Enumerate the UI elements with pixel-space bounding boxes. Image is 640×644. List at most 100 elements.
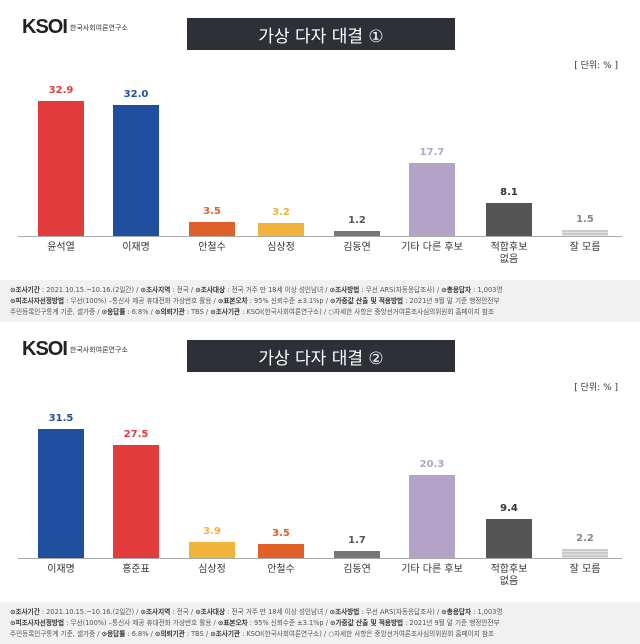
footnote-key: ⊙조사대상	[195, 608, 226, 616]
bar-4	[258, 222, 304, 236]
data-label: 20.3	[419, 458, 445, 470]
footnote-key: ⊙조사지역	[140, 286, 171, 294]
footnote-value: ○자세한 사항은 중앙선거여론조사심의위원회 홈페이지 참조	[328, 308, 495, 316]
footnote-line: 주민등록인구통계 기준, 셀가중 / ⊙응답률 : 6.8% / ⊙의뢰기관 :…	[10, 630, 495, 638]
footnote-key: ⊙조사기간	[10, 286, 40, 294]
footnote-value: 무선 ARS(자동응답조사)	[365, 608, 435, 616]
category-label: 기타 다른 후보	[401, 242, 463, 253]
data-label: 8.1	[500, 186, 518, 198]
bar-2	[113, 445, 159, 558]
data-label: 3.5	[203, 205, 221, 217]
category-label: 이재명	[122, 242, 150, 253]
footnote-value: 무선(100%) –통신사 제공 휴대전화 가상번호 활용	[70, 297, 212, 305]
footnote-key: ⊙의뢰기관	[154, 630, 185, 638]
x-axis	[18, 236, 622, 237]
footnote-value: KSOI(한국사회여론연구소)	[246, 630, 322, 638]
footnote-key: ⊙조사방법	[329, 286, 360, 294]
category-label: 안철수	[267, 564, 295, 575]
ksoi-logo: KSOI 한국사회여론연구소	[22, 16, 128, 39]
logo-subtitle: 한국사회여론연구소	[69, 345, 128, 354]
category-label: 안철수	[198, 242, 226, 253]
logo-text: KSOI	[22, 338, 68, 360]
bar-8	[562, 229, 608, 236]
bar-8	[562, 548, 608, 558]
footnote-value: 1,003명	[477, 286, 503, 294]
category-label: 심상정	[267, 242, 295, 253]
footnote-key: ⊙조사대상	[195, 286, 226, 294]
data-label: 2.2	[576, 532, 594, 544]
category-label: 김동연	[343, 242, 371, 253]
x-axis	[18, 558, 622, 559]
footnote-value: 95% 신뢰수준 ±3.1%p	[254, 619, 324, 627]
category-label: 기타 다른 후보	[401, 564, 463, 575]
footnote-value: 95% 신뢰수준 ±3.1%p	[254, 297, 324, 305]
category-label: 윤석열	[47, 242, 75, 253]
chart-title: 가상 다자 대결 ①	[187, 18, 455, 50]
category-label: 김동연	[343, 564, 371, 575]
footnote-key: ⊙가중값 산출 및 적용방법	[330, 297, 404, 305]
bar-chart: 31.5 이재명 27.5 홍준표 3.9 심상정 3.5 안철수 1.7 김동연 20.3 기타 다…	[18, 392, 622, 592]
footnote-key: ⊙조사기관	[210, 308, 240, 316]
footnote-key: ⊙조사방법	[329, 608, 360, 616]
footnote-value: 전국	[176, 286, 189, 294]
footnote-key: ⊙피조사자선정방법	[10, 619, 65, 627]
footnote-line: ⊙조사기간 : 2021.10.15.~10.16.(2일간) / ⊙조사지역 …	[10, 608, 503, 616]
footnote-key: ⊙피조사자선정방법	[10, 297, 65, 305]
bar-3	[189, 542, 235, 558]
chart-panel-2: KSOI 한국사회여론연구소 가상 다자 대결 ② [ 단위: % ] 31.5 이…	[0, 322, 640, 644]
logo-subtitle: 한국사회여론연구소	[69, 23, 128, 32]
footnote-value: 2021년 9월 말 기준 행정안전부	[409, 619, 500, 627]
footnote-value: 전국 거주 만 18세 이상 성인남녀	[231, 608, 324, 616]
footnote-line: 주민등록인구통계 기준, 셀가중 / ⊙응답률 : 6.8% / ⊙의뢰기관 :…	[10, 308, 495, 316]
footnote-value: 2021.10.15.~10.16.(2일간)	[46, 286, 135, 294]
category-label: 적합후보 없음	[490, 242, 528, 265]
category-label: 적합후보 없음	[490, 564, 528, 587]
data-label: 27.5	[123, 429, 149, 441]
footnote-key: ⊙의뢰기관	[154, 308, 185, 316]
category-label: 홍준표	[122, 564, 150, 575]
bar-7	[486, 519, 532, 558]
footnote-value: 주민등록인구통계 기준, 셀가중	[10, 630, 96, 638]
data-label: 32.9	[48, 85, 74, 97]
category-label: 심상정	[198, 564, 226, 575]
data-label: 1.5	[576, 213, 594, 225]
unit-label: [ 단위: % ]	[574, 61, 618, 71]
footnote-line: ⊙조사기간 : 2021.10.15.~10.16.(2일간) / ⊙조사지역 …	[10, 286, 503, 294]
footnote-value: 1,003명	[477, 608, 503, 616]
bar-4	[258, 543, 304, 558]
data-label: 32.0	[123, 88, 149, 100]
footnote-value: 6.8%	[131, 630, 149, 638]
bar-6	[409, 474, 455, 558]
footnote-value: 2021년 9월 말 기준 행정안전부	[409, 297, 500, 305]
category-label: 이재명	[47, 564, 75, 575]
footnote-line: ⊙피조사자선정방법 : 무선(100%) –통신사 제공 휴대전화 가상번호 활…	[10, 619, 500, 627]
footnote-key: ⊙조사기관	[210, 630, 240, 638]
footnote-value: 2021.10.15.~10.16.(2일간)	[46, 608, 135, 616]
chart-panel-1: KSOI 한국사회여론연구소 가상 다자 대결 ① [ 단위: % ] 32.9 윤…	[0, 16, 640, 322]
chart-title: 가상 다자 대결 ②	[187, 340, 455, 372]
logo-text: KSOI	[22, 16, 68, 38]
bar-2	[113, 104, 159, 236]
bar-5	[334, 551, 380, 558]
unit-label: [ 단위: % ]	[574, 383, 618, 393]
data-label: 3.5	[272, 527, 290, 539]
bar-1	[38, 101, 84, 236]
footnote-key: ⊙표본오차	[217, 619, 248, 627]
footnote-value: TBS	[191, 630, 204, 638]
survey-footnote: ⊙조사기간 : 2021.10.15.~10.16.(2일간) / ⊙조사지역 …	[0, 280, 640, 322]
bar-6	[409, 163, 455, 236]
footnote-value: TBS	[191, 308, 204, 316]
bar-1	[38, 428, 84, 558]
data-label: 9.4	[500, 503, 518, 515]
footnote-value: ○자세한 사항은 중앙선거여론조사심의위원회 홈페이지 참조	[328, 630, 495, 638]
footnote-key: ⊙응답률	[101, 630, 126, 638]
data-label: 31.5	[48, 412, 74, 424]
footnote-value: 무선 ARS(자동응답조사)	[365, 286, 435, 294]
footnote-value: 무선(100%) –통신사 제공 휴대전화 가상번호 활용	[70, 619, 212, 627]
bar-chart: 32.9 윤석열 32.0 이재명 3.5 안철수 3.2 심상정 1.2 김동연 17.7 기타 다…	[18, 70, 622, 270]
data-label: 3.9	[203, 526, 221, 537]
ksoi-logo: KSOI 한국사회여론연구소	[22, 338, 128, 361]
footnote-key: ⊙총응답자	[441, 286, 472, 294]
category-label: 잘 모름	[569, 564, 601, 575]
footnote-key: ⊙조사기간	[10, 608, 40, 616]
